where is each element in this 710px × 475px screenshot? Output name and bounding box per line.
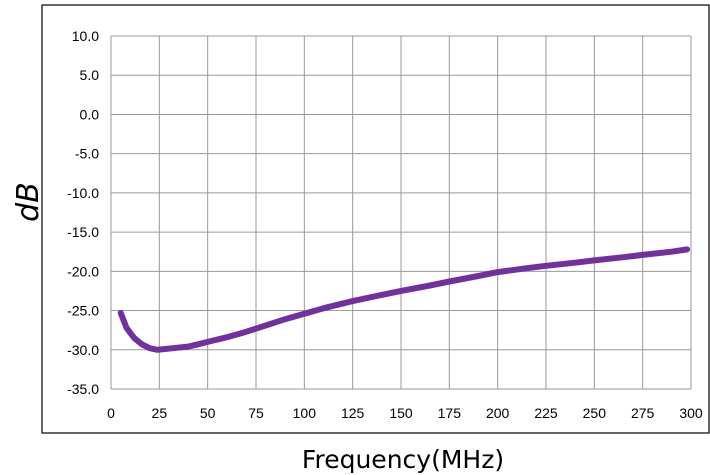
- x-tick-label: 250: [583, 405, 607, 421]
- y-tick-label: -10.0: [67, 185, 99, 201]
- series-group: [117, 246, 691, 353]
- y-tick-label: 0.0: [80, 106, 100, 122]
- x-axis-label: Frequency(MHz): [302, 445, 504, 474]
- x-tick-labels: 0 25 50 75 100 125 150 175 200 225 250 275 300: [107, 405, 703, 421]
- y-tick-label: -25.0: [67, 303, 99, 319]
- grid: [110, 35, 692, 390]
- x-tick-label: 25: [152, 405, 168, 421]
- y-tick-label: -35.0: [67, 381, 99, 397]
- y-tick-label: -30.0: [67, 342, 99, 358]
- x-tick-label: 200: [486, 405, 510, 421]
- y-tick-labels: 10.0 5.0 0.0 -5.0 -10.0 -15.0 -20.0 -25.0 -30.0 -…: [67, 28, 99, 397]
- y-tick-label: -15.0: [67, 224, 99, 240]
- y-tick-label: -5.0: [75, 146, 99, 162]
- y-tick-label: 10.0: [72, 28, 99, 44]
- x-tick-label: 0: [107, 405, 115, 421]
- x-tick-label: 275: [631, 405, 655, 421]
- x-tick-label: 75: [248, 405, 264, 421]
- x-tick-label: 175: [438, 405, 462, 421]
- x-tick-label: 125: [341, 405, 365, 421]
- plot-frame: [41, 4, 710, 434]
- series-line: [117, 246, 691, 353]
- x-tick-label: 100: [293, 405, 317, 421]
- x-tick-label: 150: [389, 405, 413, 421]
- y-axis-label: dB: [11, 182, 46, 222]
- x-tick-label: 50: [200, 405, 216, 421]
- y-tick-label: -20.0: [67, 263, 99, 279]
- x-tick-label: 225: [534, 405, 558, 421]
- x-tick-label: 300: [679, 405, 703, 421]
- y-tick-label: 5.0: [80, 67, 100, 83]
